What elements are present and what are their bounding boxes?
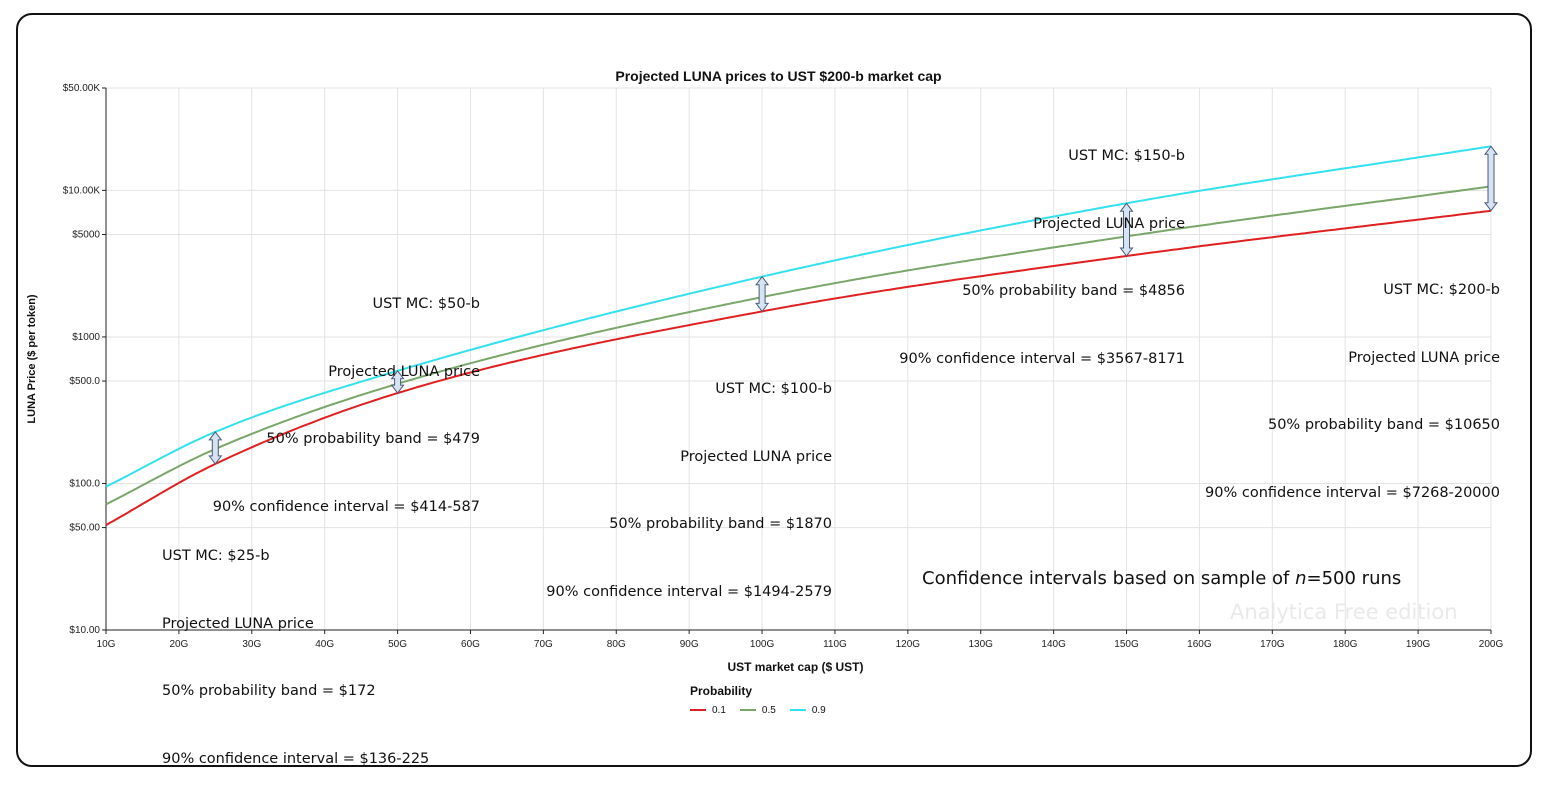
annotation-line: 90% confidence interval = $414-587: [212, 498, 480, 515]
y-tick-label: $10.00K: [63, 185, 101, 196]
legend-label: 0.9: [811, 704, 826, 716]
annotation-line: UST MC: $200-b: [1383, 282, 1500, 298]
annotation-line: UST MC: $50-b: [372, 296, 480, 312]
y-tick-label: $1000: [72, 332, 100, 343]
annotation-line: Projected LUNA price: [328, 363, 480, 380]
annotation-50b: UST MC: $50-b Projected LUNA price 50% p…: [213, 248, 480, 541]
legend-item: 0.9: [789, 704, 826, 716]
annotation-line: 50% probability band = $172: [162, 683, 376, 699]
chart-title: Projected LUNA prices to UST $200-b mark…: [615, 68, 941, 84]
x-tick-label: 60G: [461, 639, 480, 650]
annotation-line: 50% probability band = $1870: [609, 516, 832, 532]
interval-arrow: [1119, 202, 1134, 257]
legend-item: 0.1: [690, 705, 726, 716]
legend-title: Probability: [690, 684, 753, 698]
annotation-line: 50% probability band = $10650: [1267, 417, 1500, 433]
series-line-0.1: [105, 209, 1492, 526]
x-tick-label: 30G: [242, 639, 261, 650]
y-tick-label: $50.00: [69, 523, 100, 534]
y-tick-label: $500.0: [69, 376, 100, 387]
legend-items: 0.1 0.5 0.9: [690, 698, 840, 716]
annotation-line: UST MC: $25-b: [162, 548, 270, 564]
y-tick-label: $5000: [72, 230, 100, 241]
x-axis-label: UST market cap ($ UST): [727, 660, 863, 674]
note-prefix: Confidence intervals based on sample of: [922, 568, 1296, 589]
x-tick-label: 130G: [969, 639, 994, 650]
annotation-line: Projected LUNA price: [680, 448, 832, 465]
x-tick-label: 170G: [1260, 639, 1285, 650]
annotation-line: UST MC: $100-b: [715, 381, 832, 397]
annotation-line: UST MC: $150-b: [1068, 148, 1185, 164]
legend: Probability 0.1 0.5 0.9: [690, 684, 840, 716]
sample-size-note: Confidence intervals based on sample of …: [922, 568, 1401, 589]
interval-arrow: [208, 431, 223, 465]
x-tick-label: 140G: [1041, 639, 1066, 650]
x-tick-label: 20G: [169, 639, 188, 650]
y-tick-label: $10.00: [69, 625, 100, 636]
legend-item: 0.5: [739, 704, 776, 716]
legend-swatch: [789, 709, 806, 711]
series-line-0.9: [105, 145, 1492, 488]
note-variable: n: [1295, 568, 1307, 589]
annotation-line: Projected LUNA price: [1033, 215, 1185, 232]
interval-arrow: [390, 369, 405, 394]
annotation-line: 90% confidence interval = $1494-2579: [546, 583, 832, 600]
legend-swatch: [739, 709, 756, 711]
x-tick-label: 200G: [1479, 639, 1504, 650]
chart-frame: [16, 13, 1532, 767]
note-suffix: =500 runs: [1306, 568, 1402, 589]
x-tick-label: 190G: [1406, 639, 1431, 650]
y-tick-label: $100.0: [69, 478, 100, 489]
x-tick-label: 10G: [97, 639, 116, 650]
x-tick-label: 160G: [1187, 639, 1212, 650]
x-tick-label: 50G: [388, 639, 407, 650]
y-tick-label: $50.00K: [63, 83, 101, 94]
legend-label: 0.1: [712, 704, 726, 716]
annotation-100b: UST MC: $100-b Projected LUNA price 50% …: [546, 333, 832, 626]
annotation-line: 50% probability band = $4856: [962, 283, 1185, 299]
annotation-line: Projected LUNA price: [162, 615, 314, 632]
legend-label: 0.5: [761, 704, 776, 716]
annotation-line: Projected LUNA price: [1348, 349, 1500, 366]
y-axis-label: LUNA Price ($ per token): [26, 294, 38, 424]
watermark: Analytica Free edition: [1230, 600, 1458, 624]
x-tick-label: 120G: [896, 639, 921, 650]
x-tick-label: 80G: [607, 639, 626, 650]
interval-arrow: [1484, 145, 1498, 212]
annotation-150b: UST MC: $150-b Projected LUNA price 50% …: [899, 100, 1185, 393]
annotation-line: 90% confidence interval = $136-225: [162, 750, 430, 767]
x-tick-label: 100G: [750, 639, 775, 650]
x-tick-label: 180G: [1333, 639, 1358, 650]
x-tick-label: 70G: [534, 639, 553, 650]
annotation-line: 90% confidence interval = $7268-20000: [1205, 484, 1500, 501]
annotation-line: 50% probability band = $479: [266, 431, 480, 447]
series-line-0.5: [105, 185, 1492, 506]
x-tick-label: 40G: [315, 639, 334, 650]
annotation-25b: UST MC: $25-b Projected LUNA price 50% p…: [162, 500, 429, 793]
x-tick-label: 150G: [1114, 639, 1139, 650]
annotation-200b: UST MC: $200-b Projected LUNA price 50% …: [1205, 234, 1500, 527]
annotation-line: 90% confidence interval = $3567-8171: [899, 350, 1185, 367]
x-tick-label: 90G: [680, 639, 699, 650]
legend-swatch: [690, 709, 706, 711]
x-tick-label: 110G: [823, 639, 847, 650]
interval-arrow: [755, 275, 770, 313]
